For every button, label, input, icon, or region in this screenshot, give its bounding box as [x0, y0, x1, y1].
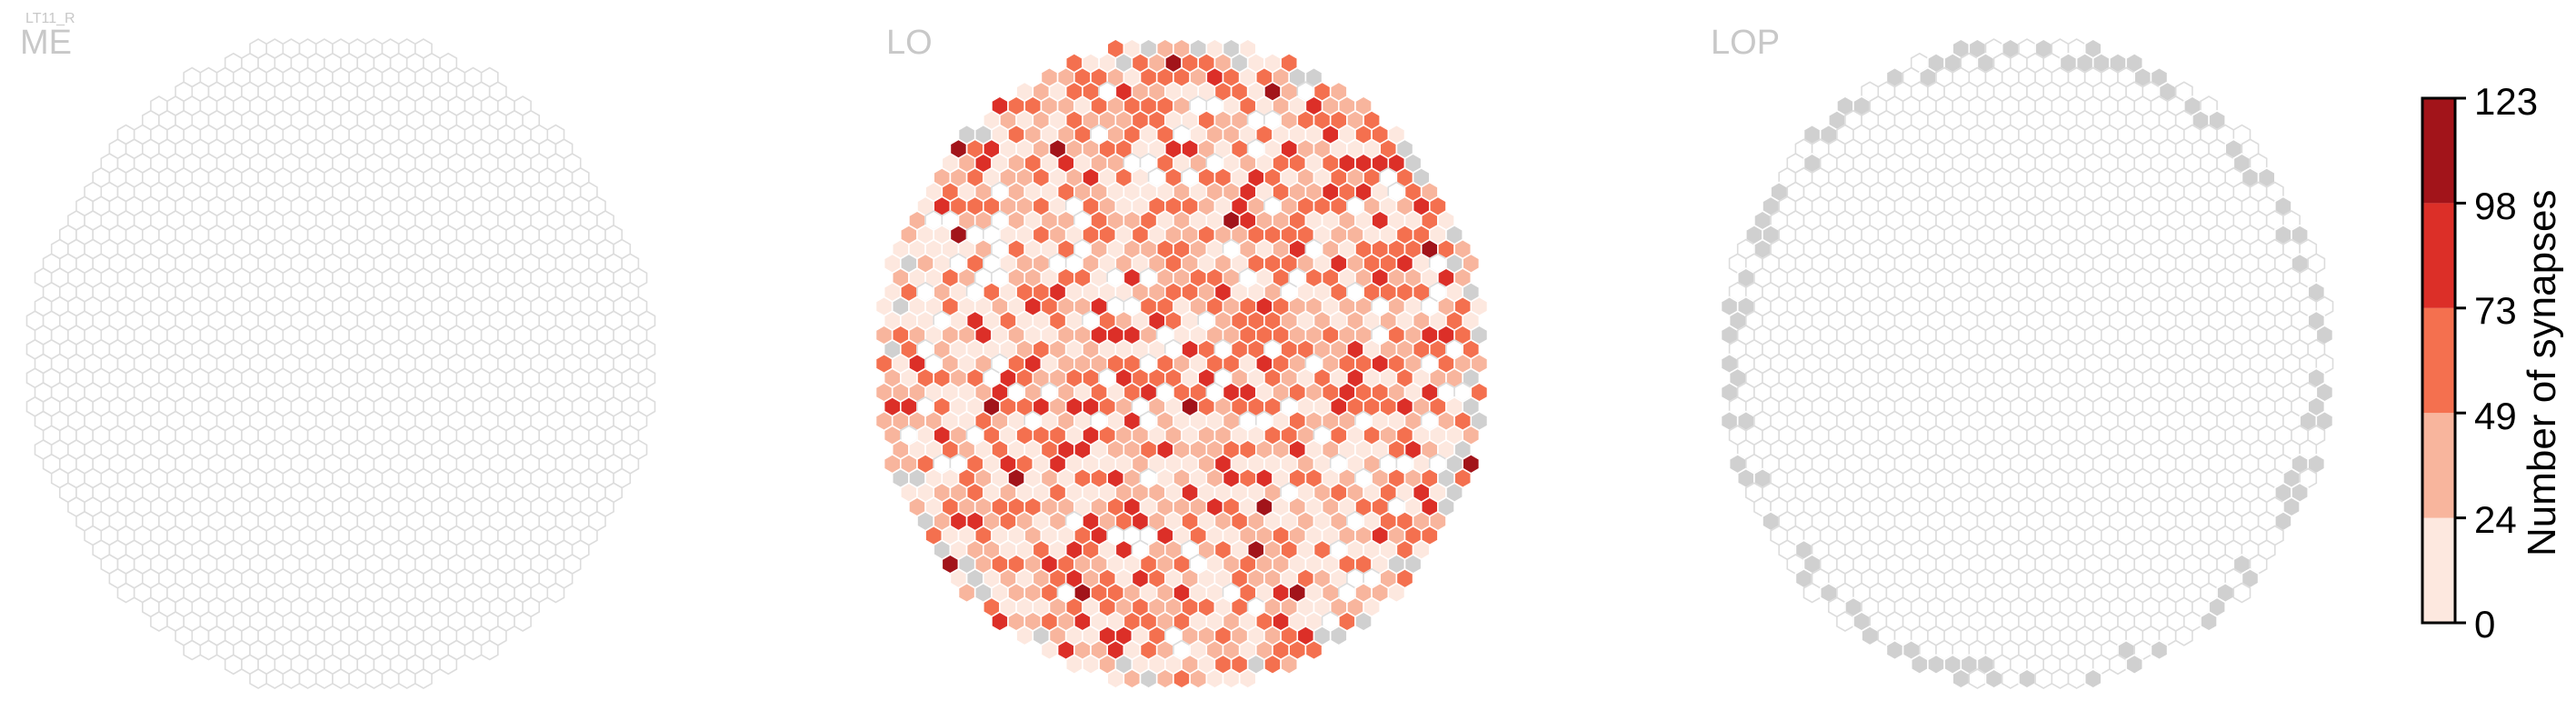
hex-cell-me [332, 668, 350, 689]
hex-cell-me [315, 668, 334, 689]
hex-cell-lop [2018, 668, 2036, 689]
hex-cell-me [546, 582, 565, 604]
colorbar-segment [2422, 413, 2455, 518]
hex-cell-me [150, 611, 168, 632]
hex-cell-lo [1064, 654, 1083, 676]
cell-type-label: LT11_R [25, 11, 75, 26]
hex-cell-me [199, 639, 218, 661]
hex-cell-me [298, 668, 317, 689]
colorbar-tick-98: 98 [2474, 185, 2517, 227]
colorbar-segment [2422, 98, 2455, 204]
hex-cell-lo [1173, 668, 1191, 689]
hex-cell-lo [1387, 582, 1406, 604]
hex-cell-lop [1984, 668, 2003, 689]
hex-cell-lop [1910, 654, 1929, 676]
hex-cell-lo [1280, 654, 1299, 676]
panel-title-lop: LOP [1711, 24, 1781, 62]
hex-cell-lo [1205, 668, 1224, 689]
panel-title-me: ME [20, 24, 72, 62]
hex-cell-lop [2150, 639, 2169, 661]
hex-cell-lop [2034, 668, 2053, 689]
colorbar-tick-123: 123 [2474, 80, 2539, 123]
hex-cell-me [364, 668, 384, 689]
hex-cell-lo [1106, 668, 1125, 689]
hex-cell-lo [1329, 625, 1348, 646]
hex-cell-me [348, 668, 367, 689]
hex-cell-lop [2001, 668, 2020, 689]
colorbar-segment [2422, 307, 2455, 414]
hex-cell-me [282, 668, 301, 689]
colorbar-frame [2421, 96, 2457, 625]
hex-cell-lop [1836, 611, 1854, 632]
hex-cell-me [464, 639, 483, 661]
hex-cell-lo [1015, 625, 1034, 646]
hex-cell-lop [2051, 668, 2070, 689]
hex-cell-lop [2200, 611, 2218, 632]
colorbar-tick-0: 0 [2474, 603, 2496, 646]
colorbar-label: Number of synapses [2520, 189, 2564, 556]
hex-cell-lop [2125, 654, 2144, 676]
hex-cell-me [381, 668, 400, 689]
colorbar-tick-49: 49 [2474, 395, 2517, 437]
hex-cell-lop [1885, 639, 1904, 661]
hex-cell-me [249, 668, 267, 689]
hex-cell-lo [1040, 639, 1059, 661]
hex-cell-me [480, 639, 499, 661]
hex-cell-lop [1927, 654, 1945, 676]
hex-cell-lo [1082, 654, 1100, 676]
hex-cell-lo [1263, 654, 1282, 676]
hex-cell-lop [2067, 668, 2086, 689]
hex-cell-lop [1861, 625, 1880, 646]
hex-cell-lop [2232, 582, 2252, 604]
hex-cell-me [265, 668, 285, 689]
hex-cell-lo [1222, 668, 1241, 689]
hex-cell-me [183, 639, 202, 661]
hex-cell-me [397, 668, 416, 689]
hex-cell-lo [1155, 668, 1174, 689]
hex-cell-lop [2083, 668, 2102, 689]
colorbar-segment [2422, 517, 2455, 623]
colorbar-tick-73: 73 [2474, 289, 2517, 332]
hex-cell-me [514, 611, 532, 632]
hex-cell-lop [2174, 625, 2193, 646]
hex-cell-me [414, 668, 433, 689]
hex-cell-lo [1354, 611, 1373, 632]
hex-cell-me [116, 582, 135, 604]
panel-title-lo: LO [886, 24, 933, 62]
hex-cell-lop [1968, 668, 1987, 689]
hex-cell-lop [2109, 654, 2127, 676]
hex-cell-lo [991, 611, 1009, 632]
hex-cell-lo [1189, 668, 1208, 689]
hex-cell-lo [1123, 668, 1142, 689]
colorbar-segment [2422, 203, 2455, 308]
colorbar-tick-24: 24 [2474, 498, 2517, 541]
hex-cell-lop [1952, 668, 1971, 689]
hex-cell-lop [1802, 582, 1822, 604]
hex-cell-lo [1238, 668, 1257, 689]
hex-cell-me [439, 654, 458, 676]
hex-cell-lo [957, 582, 976, 604]
hex-cell-me [224, 654, 243, 676]
hex-cell-lo [1304, 639, 1323, 661]
hex-cell-lo [1139, 668, 1158, 689]
